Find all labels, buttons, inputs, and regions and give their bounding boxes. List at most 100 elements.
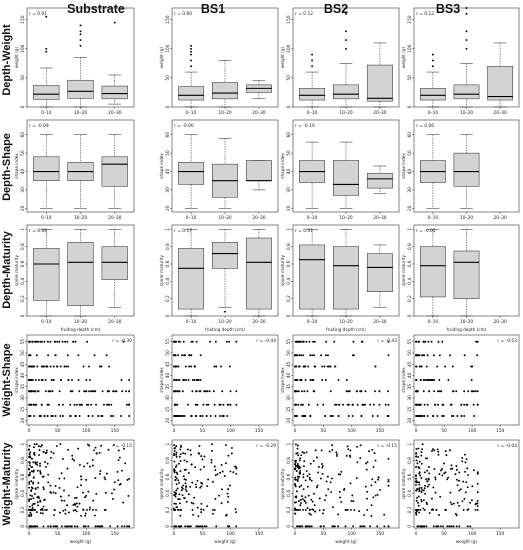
scatter-point <box>359 444 362 447</box>
scatter-point <box>33 415 36 417</box>
scatter-point <box>109 525 112 528</box>
y-tick-label: 0.2 <box>286 506 292 513</box>
scatter-point <box>470 499 473 502</box>
scatter-point <box>420 415 423 417</box>
y-tick-label: 0 <box>407 314 413 317</box>
scatter-point <box>418 487 421 490</box>
scatter-point <box>297 467 300 470</box>
scatter-point <box>294 459 297 462</box>
scatter-point <box>67 365 70 368</box>
scatter-point <box>295 490 298 493</box>
scatter-point <box>190 453 192 456</box>
scatter-point <box>309 462 312 465</box>
scatter-point <box>69 390 72 393</box>
y-tick-label: 45 <box>165 361 171 367</box>
scatter-point <box>376 525 379 528</box>
scatter-point <box>38 454 40 456</box>
scatter-point <box>458 479 461 482</box>
scatter-point <box>182 379 185 381</box>
scatter-point <box>83 390 86 393</box>
scatter-point <box>95 508 98 511</box>
x-tick-label: 0–10 <box>186 319 197 325</box>
x-tick-label: 50 <box>55 531 61 537</box>
scatter-point <box>28 514 31 516</box>
box-body <box>33 248 60 301</box>
scatter-point <box>229 470 232 473</box>
correlation-label: r = 0.12 <box>416 11 434 17</box>
scatter-point <box>55 445 58 447</box>
scatter-point <box>312 340 315 343</box>
y-tick-label: 50 <box>286 75 292 81</box>
scatter-point <box>173 502 176 505</box>
scatter-point <box>344 508 347 511</box>
scatter-point <box>319 477 322 480</box>
scatter-point <box>173 415 176 417</box>
scatter-point <box>120 525 123 528</box>
scatter-point <box>458 504 461 507</box>
scatter-point <box>184 488 187 491</box>
scatter-point <box>476 508 479 511</box>
scatter-point <box>173 460 176 463</box>
y-tick-label: 0.2 <box>165 295 171 302</box>
scatter-point <box>106 403 108 406</box>
scatter-point <box>78 502 81 505</box>
scatter-point <box>326 365 329 368</box>
scatter-point <box>45 365 48 368</box>
scatter-point <box>34 379 37 381</box>
scatter-point <box>452 415 455 417</box>
scatter-point <box>41 444 43 447</box>
scatter-point <box>218 403 221 406</box>
scatter-point <box>33 403 36 406</box>
scatter-point <box>88 390 91 393</box>
y-tick-label: 20 <box>165 418 171 424</box>
scatter-point <box>472 403 475 406</box>
y-tick-label: 40 <box>165 373 171 379</box>
scatter-point <box>366 497 368 500</box>
scatter-point <box>128 379 131 381</box>
box-body <box>101 85 128 100</box>
scatter-point <box>229 484 231 487</box>
scatter-point <box>97 415 100 417</box>
scatter-point <box>73 459 76 462</box>
scatter-point <box>372 466 375 468</box>
column-header-2: BS2 <box>324 2 348 16</box>
y-tick-label: 0 <box>20 314 26 317</box>
scatter-point <box>476 471 479 474</box>
y-tick-label: 30 <box>165 395 171 401</box>
scatter-point <box>199 486 202 489</box>
x-tick-label: 150 <box>111 428 120 434</box>
scatter-point <box>476 505 479 507</box>
scatter-point <box>177 354 180 357</box>
scatter-point <box>416 354 419 357</box>
x-tick-label: 50 <box>441 428 447 434</box>
scatter-point <box>296 451 299 454</box>
scatter-point <box>35 511 38 514</box>
scatter-point <box>220 488 223 491</box>
scatter-point <box>441 340 444 343</box>
scatter-point <box>98 365 101 368</box>
scatter-point <box>302 476 305 479</box>
y-tick-label: 1 <box>165 228 171 231</box>
scatter-point <box>111 497 114 500</box>
scatter-point <box>37 379 40 381</box>
scatter-point <box>213 403 216 406</box>
y-tick-label: 100 <box>165 44 171 53</box>
scatter-point <box>419 525 422 528</box>
scatter-point <box>334 403 337 406</box>
scatter-point <box>376 415 379 417</box>
scatter-point <box>31 457 33 460</box>
scatter-point <box>28 508 30 511</box>
x-tick-label: 20–30 <box>373 319 387 325</box>
scatter-point <box>39 462 41 465</box>
box-outlier-point <box>345 7 347 9</box>
scatter-point <box>220 464 223 466</box>
scatter-point <box>296 415 298 417</box>
scatter-point <box>449 491 452 494</box>
scatter-point <box>62 457 64 460</box>
y-axis-label: shape index <box>14 153 19 179</box>
scatter-point <box>297 525 299 528</box>
y-tick-label: 20 <box>407 418 413 424</box>
box-outlier-point <box>190 59 193 62</box>
scatter-point <box>314 510 317 513</box>
scatter-point <box>297 390 300 393</box>
